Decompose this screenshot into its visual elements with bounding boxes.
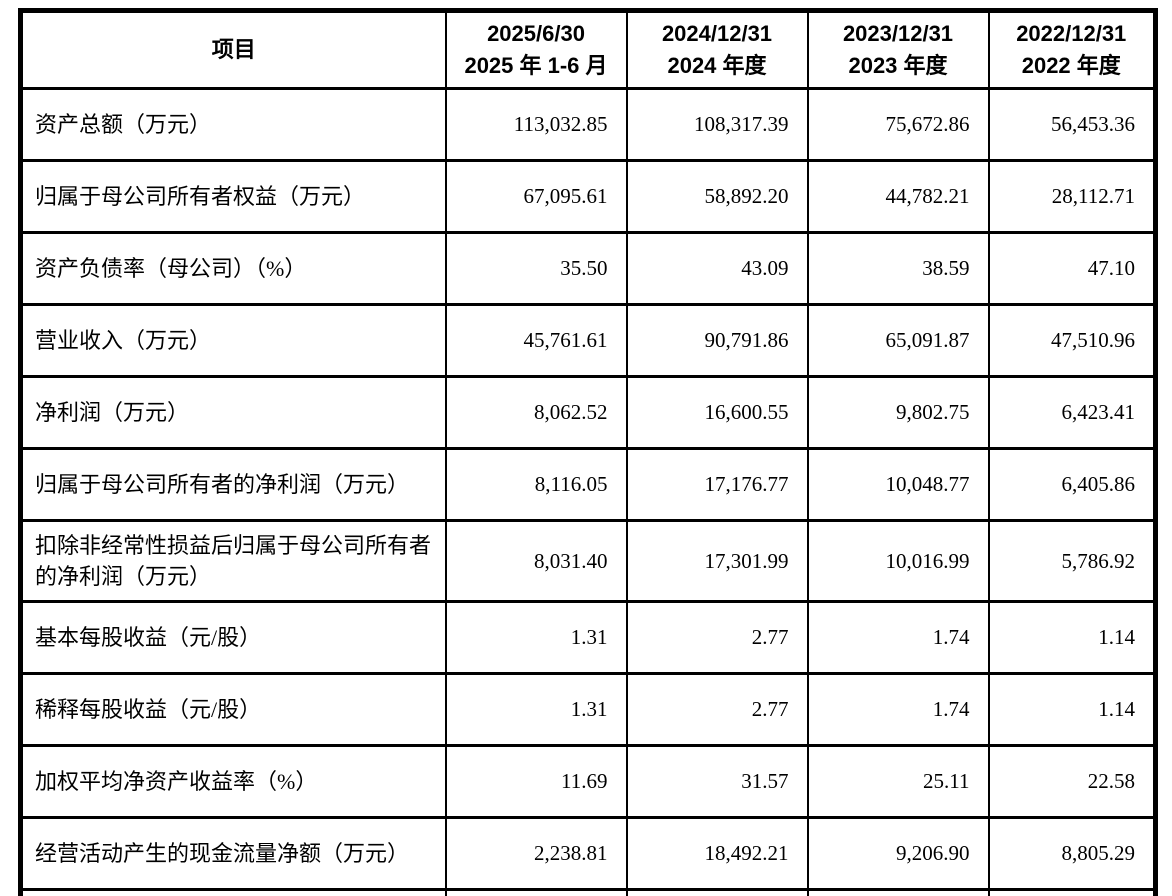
table-row-parent-equity: 归属于母公司所有者权益（万元） 67,095.61 58,892.20 44,7… xyxy=(19,159,1157,234)
value-cell: 75,672.86 xyxy=(806,87,990,162)
value-cell: 10,048.77 xyxy=(806,447,990,522)
value-cell: 22.58 xyxy=(987,744,1157,819)
value-cell: 17,301.99 xyxy=(625,519,809,603)
row-label-cell: 净利润（万元） xyxy=(19,375,447,450)
table-row-diluted-eps: 稀释每股收益（元/股） 1.31 2.77 1.74 1.14 xyxy=(19,672,1157,747)
column-header-period-2023: 2023/12/31 2023 年度 xyxy=(806,9,990,90)
header-period: 2024 年度 xyxy=(667,53,767,78)
row-label-cell: 扣除非经常性损益后归属于母公司所有者的净利润（万元） xyxy=(19,519,447,603)
value-cell: 2.77 xyxy=(625,600,809,675)
value-cell: 1.31 xyxy=(444,672,628,747)
value-cell: 18,492.21 xyxy=(625,816,809,891)
value-cell: 16,600.55 xyxy=(625,375,809,450)
value-cell: 8,031.40 xyxy=(444,519,628,603)
column-header-period-2022: 2022/12/31 2022 年度 xyxy=(987,9,1157,90)
row-label-cell: 现金分红（万元） xyxy=(19,888,447,896)
value-cell: 1.31 xyxy=(444,600,628,675)
header-row: 项目 2025/6/30 2025 年 1-6 月 2024/12/31 202… xyxy=(19,9,1157,90)
header-period: 2022 年度 xyxy=(1021,53,1121,78)
value-cell: 45,761.61 xyxy=(444,303,628,378)
table-row-operating-cash-flow: 经营活动产生的现金流量净额（万元） 2,238.81 18,492.21 9,2… xyxy=(19,816,1157,891)
value-cell: 44,782.21 xyxy=(806,159,990,234)
value-cell: 31.57 xyxy=(625,744,809,819)
table-row-basic-eps: 基本每股收益（元/股） 1.31 2.77 1.74 1.14 xyxy=(19,600,1157,675)
value-cell: 2.77 xyxy=(625,672,809,747)
value-cell: 9,802.75 xyxy=(806,375,990,450)
header-date: 2024/12/31 xyxy=(661,21,773,46)
row-label-cell: 归属于母公司所有者权益（万元） xyxy=(19,159,447,234)
header-date: 2022/12/31 xyxy=(1016,21,1127,46)
value-cell: 47,510.96 xyxy=(987,303,1157,378)
value-cell: 28,112.71 xyxy=(987,159,1157,234)
header-period: 2023 年度 xyxy=(848,53,948,78)
row-label-cell: 营业收入（万元） xyxy=(19,303,447,378)
value-cell: 11.69 xyxy=(444,744,628,819)
value-cell: 3,105.00 xyxy=(625,888,809,896)
value-cell: 1.14 xyxy=(987,600,1157,675)
value-cell: 56,453.36 xyxy=(987,87,1157,162)
header-period: 2025 年 1-6 月 xyxy=(464,53,608,78)
value-cell: 47.10 xyxy=(987,231,1157,306)
column-header-item: 项目 xyxy=(19,9,447,90)
table-row-revenue: 营业收入（万元） 45,761.61 90,791.86 65,091.87 4… xyxy=(19,303,1157,378)
value-cell: 113,032.85 xyxy=(444,87,628,162)
row-label-cell: 加权平均净资产收益率（%） xyxy=(19,744,447,819)
row-label-cell: 稀释每股收益（元/股） xyxy=(19,672,447,747)
value-cell: 38.59 xyxy=(806,231,990,306)
header-date: 2023/12/31 xyxy=(842,21,954,46)
value-cell: 6,423.41 xyxy=(987,375,1157,450)
table-row-total-assets: 资产总额（万元） 113,032.85 108,317.39 75,672.86… xyxy=(19,87,1157,162)
value-cell: 6,405.86 xyxy=(987,447,1157,522)
value-cell: 2,818.50 xyxy=(987,888,1157,896)
row-label-cell: 资产负债率（母公司）（%） xyxy=(19,231,447,306)
row-label-cell: 资产总额（万元） xyxy=(19,87,447,162)
row-label-cell: 基本每股收益（元/股） xyxy=(19,600,447,675)
value-cell: - xyxy=(444,888,628,896)
row-label-cell: 归属于母公司所有者的净利润（万元） xyxy=(19,447,447,522)
value-cell: 1.74 xyxy=(806,672,990,747)
value-cell: 25.11 xyxy=(806,744,990,819)
value-cell: 90,791.86 xyxy=(625,303,809,378)
value-cell: 17,176.77 xyxy=(625,447,809,522)
value-cell: 8,805.29 xyxy=(987,816,1157,891)
table-row-net-profit: 净利润（万元） 8,062.52 16,600.55 9,802.75 6,42… xyxy=(19,375,1157,450)
row-label-cell: 经营活动产生的现金流量净额（万元） xyxy=(19,816,447,891)
value-cell: 5,786.92 xyxy=(987,519,1157,603)
value-cell: 67,095.61 xyxy=(444,159,628,234)
value-cell: 2,238.81 xyxy=(444,816,628,891)
column-header-period-2024: 2024/12/31 2024 年度 xyxy=(625,9,809,90)
financial-summary-table: 项目 2025/6/30 2025 年 1-6 月 2024/12/31 202… xyxy=(18,8,1158,896)
value-cell: 108,317.39 xyxy=(625,87,809,162)
value-cell: 9,206.90 xyxy=(806,816,990,891)
header-date: 2025/6/30 xyxy=(487,21,585,46)
value-cell: 65,091.87 xyxy=(806,303,990,378)
value-cell: 8,116.05 xyxy=(444,447,628,522)
value-cell: 35.50 xyxy=(444,231,628,306)
table-row-parent-net-profit: 归属于母公司所有者的净利润（万元） 8,116.05 17,176.77 10,… xyxy=(19,447,1157,522)
value-cell: 58,892.20 xyxy=(625,159,809,234)
value-cell: 1.74 xyxy=(806,600,990,675)
table-row-cash-dividend: 现金分红（万元） - 3,105.00 1,552.50 2,818.50 xyxy=(19,888,1157,896)
value-cell: 1,552.50 xyxy=(806,888,990,896)
table-row-weighted-roe: 加权平均净资产收益率（%） 11.69 31.57 25.11 22.58 xyxy=(19,744,1157,819)
value-cell: 43.09 xyxy=(625,231,809,306)
table-row-net-profit-ex-nonrecurring: 扣除非经常性损益后归属于母公司所有者的净利润（万元） 8,031.40 17,3… xyxy=(19,519,1157,603)
value-cell: 8,062.52 xyxy=(444,375,628,450)
table-row-debt-ratio: 资产负债率（母公司）（%） 35.50 43.09 38.59 47.10 xyxy=(19,231,1157,306)
column-header-period-2025: 2025/6/30 2025 年 1-6 月 xyxy=(444,9,628,90)
value-cell: 10,016.99 xyxy=(806,519,990,603)
value-cell: 1.14 xyxy=(987,672,1157,747)
